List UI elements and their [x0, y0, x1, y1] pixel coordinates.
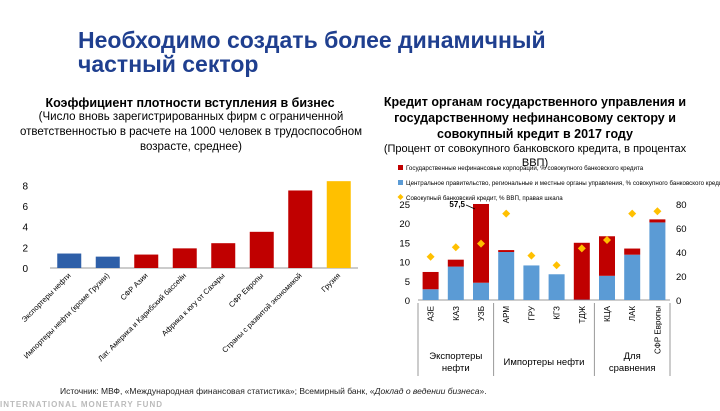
legend-label: Совокупный банковский кредит, % ВВП, пра… [406, 195, 563, 202]
y-tick-label-left: 0 [405, 296, 410, 307]
group-label: Экспортеры [429, 351, 482, 362]
x-tick-label: АРМ [502, 306, 511, 324]
bar-segment-government [649, 222, 666, 300]
y-tick-label: 6 [22, 202, 28, 213]
left-chart-title: Коэффициент плотности вступления в бизне… [45, 96, 335, 110]
total-credit-marker [653, 207, 662, 216]
x-tick-label: ТДЖ [578, 305, 587, 323]
y-tick-label-left: 25 [399, 200, 410, 211]
bar-segment-state-corporations [573, 242, 590, 300]
y-tick-label-left: 15 [399, 238, 410, 249]
total-credit-marker [502, 209, 511, 218]
y-tick-label-left: 20 [399, 219, 410, 230]
left-chart-subtitle: (Число вновь зарегистрированных фирм с о… [19, 111, 363, 153]
x-tick-label: КАЗ [452, 306, 461, 321]
x-tick-label: СФР Европы [227, 271, 265, 309]
y-tick-label-right: 0 [676, 296, 681, 307]
bar [288, 190, 313, 268]
bar [211, 243, 236, 268]
group-label: сравнения [609, 363, 656, 374]
bar-segment-government [624, 254, 641, 300]
y-tick-label-left: 10 [399, 258, 410, 269]
x-tick-label: Африка к югу от Сахары [160, 271, 227, 338]
bar [326, 181, 351, 268]
y-tick-label-right: 80 [676, 200, 687, 211]
bar-segment-government [523, 265, 540, 300]
bar-segment-government [498, 252, 515, 300]
y-tick-label-right: 20 [676, 272, 687, 283]
source-prefix: Источник: МВФ, «Международная финансовая… [60, 386, 375, 396]
y-tick-label: 0 [22, 264, 28, 275]
bar-segment-government [548, 274, 565, 300]
footer-brand: INTERNATIONAL MONETARY FUND [0, 400, 163, 409]
y-tick-label-right: 40 [676, 248, 687, 259]
x-tick-label: УЗБ [477, 306, 486, 321]
bar-segment-government [599, 275, 615, 300]
bar [249, 231, 274, 268]
y-tick-label: 4 [22, 223, 28, 234]
source-italic: Доклад о ведении бизнеса [374, 386, 480, 396]
y-tick-label-right: 60 [676, 224, 687, 235]
y-tick-label-left: 5 [405, 277, 410, 288]
total-credit-marker [477, 239, 485, 248]
x-tick-label: КГЗ [553, 306, 562, 320]
bar-segment-state-corporations [599, 236, 615, 276]
legend-swatch [398, 180, 403, 185]
y-tick-label: 8 [22, 181, 28, 192]
bar [57, 253, 82, 268]
total-credit-marker [577, 244, 586, 253]
total-credit-marker [552, 261, 561, 270]
y-tick-label: 2 [22, 243, 28, 254]
bar-segment-state-corporations [473, 204, 489, 283]
group-label: нефти [442, 363, 470, 374]
bar [172, 248, 197, 268]
x-tick-label: СФР Европы [653, 306, 662, 354]
bar-segment-state-corporations [447, 259, 464, 267]
bar [95, 256, 120, 268]
total-credit-marker [451, 243, 460, 252]
page-title: Необходимо создать более динамичный част… [78, 27, 546, 77]
total-credit-marker [527, 251, 536, 260]
bar-segment-state-corporations [649, 219, 666, 223]
x-tick-label: КЦА [603, 305, 612, 322]
x-tick-label: СФР Азии [119, 271, 150, 302]
source-note: Источник: МВФ, «Международная финансовая… [60, 386, 487, 396]
bar-segment-state-corporations [498, 250, 515, 252]
x-tick-label: ГРУ [527, 305, 536, 320]
x-tick-label: Импортеры нефти (кроме Грузии) [22, 271, 112, 361]
legend-swatch [397, 194, 404, 200]
total-credit-marker [426, 252, 435, 261]
bar-segment-government [422, 289, 439, 300]
x-tick-label: Экспортеры нефти [20, 271, 73, 324]
bar [134, 254, 159, 268]
clipped-bar-annotation: 57,5 [449, 200, 465, 209]
group-label: Импортеры нефти [504, 357, 585, 368]
legend-label: Центральное правительство, региональные … [406, 180, 720, 187]
bar-segment-state-corporations [624, 248, 641, 255]
total-credit-marker [628, 209, 637, 218]
source-suffix: ». [479, 386, 487, 396]
right-chart-subtitle: (Процент от совокупного банковского кред… [383, 143, 687, 169]
bar-segment-government [473, 282, 489, 300]
x-tick-label: Грузия [319, 271, 342, 294]
bar-segment-government [447, 266, 464, 300]
group-label: Для [624, 351, 641, 362]
right-chart-title: Кредит органам государственного управлен… [383, 95, 687, 141]
annotation-leader [465, 204, 476, 210]
total-credit-marker [603, 236, 611, 244]
x-tick-label: АЗЕ [427, 306, 436, 321]
x-tick-label: Страны с развитой экономикой [220, 271, 303, 354]
bar-segment-state-corporations [422, 271, 439, 290]
x-tick-label: ЛАК [628, 306, 637, 322]
x-tick-label: Лат. Америка и Карибский бассейн [96, 271, 188, 363]
